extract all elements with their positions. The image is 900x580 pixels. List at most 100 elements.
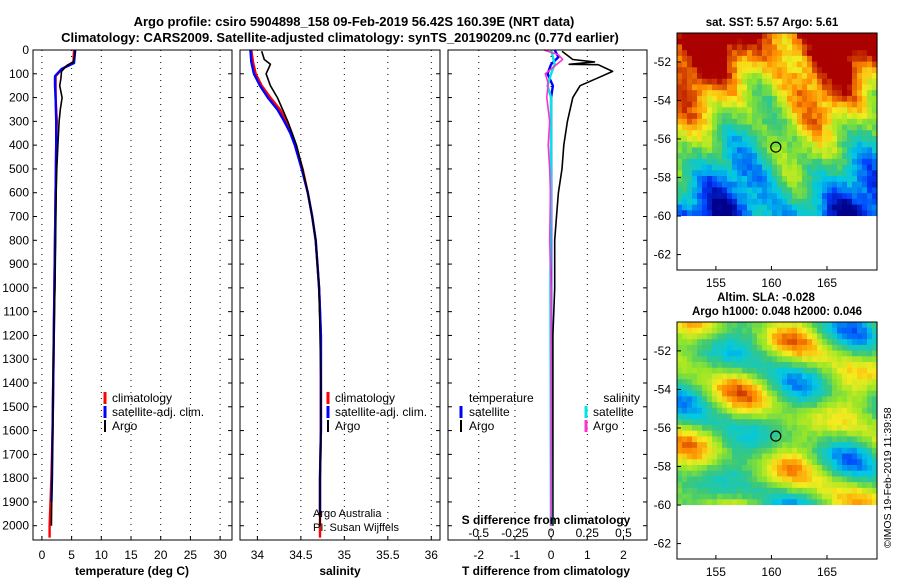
map-cell [732, 407, 738, 415]
map-cell [817, 55, 823, 63]
map-cell [697, 384, 703, 392]
map-cell [837, 339, 843, 346]
map-cell [747, 327, 753, 335]
map-cell [812, 33, 818, 40]
map-cell [812, 356, 818, 363]
map-cell [772, 499, 778, 506]
map-cell [777, 367, 783, 375]
map-cell [782, 84, 788, 91]
map-cell [732, 413, 738, 420]
map-cell [812, 384, 818, 392]
map-cell [857, 198, 863, 206]
map-cell [842, 130, 848, 137]
map-cell [822, 424, 828, 432]
map-cell [687, 78, 693, 86]
imos-timestamp: ©IMOS 19-Feb-2019 11:39:58 [882, 407, 894, 548]
map-cell [727, 447, 733, 455]
map-cell [812, 158, 818, 166]
map-cell [732, 50, 738, 57]
map-cell [742, 430, 748, 438]
map-cell [747, 193, 753, 200]
map-cell [717, 327, 723, 335]
map-cell [832, 61, 838, 68]
map-cell [727, 67, 733, 74]
map-cell [777, 73, 783, 80]
map-cell [787, 447, 793, 455]
map-cell [677, 124, 683, 131]
map-cell [682, 424, 688, 432]
map-cell [797, 333, 803, 340]
map-cell [752, 50, 758, 57]
map-cell [732, 164, 738, 171]
map-cell [857, 78, 863, 86]
map-cell [782, 327, 788, 335]
map-cell [857, 90, 863, 97]
y-tick-label: 0 [22, 43, 29, 57]
map-cell [742, 493, 748, 500]
map-cell [687, 407, 693, 415]
map-cell [807, 164, 813, 171]
map-cell [837, 210, 843, 217]
map-cell [832, 164, 838, 171]
map-cell [852, 442, 858, 449]
map-cell [697, 187, 703, 194]
map-cell [802, 373, 808, 380]
map-cell [822, 327, 828, 335]
map-cell [692, 61, 698, 68]
map-cell [767, 204, 773, 211]
map-cell [702, 459, 708, 466]
map-cell [867, 170, 873, 177]
map-cell [867, 73, 873, 80]
map-cell [687, 33, 693, 40]
map-cell [797, 476, 803, 483]
map-cell [807, 181, 813, 189]
map-cell [737, 333, 743, 340]
map-cell [782, 424, 788, 432]
map-cell [717, 193, 723, 200]
map-cell [777, 50, 783, 57]
map-cell [812, 67, 818, 74]
map-cell [782, 101, 788, 108]
map-cell [737, 356, 743, 363]
map-cell [862, 327, 868, 335]
map-cell [732, 113, 738, 120]
map-cell [792, 210, 798, 217]
y-tick-label: 900 [9, 257, 29, 271]
map-cell [782, 384, 788, 392]
map-cell [727, 344, 733, 352]
map-cell [827, 430, 833, 438]
map-cell [752, 424, 758, 432]
map-cell [727, 322, 733, 329]
map-cell [697, 113, 703, 120]
map-cell [762, 181, 768, 189]
map-cell [707, 350, 713, 357]
map-cell [812, 322, 818, 329]
secondary-x-tick-label: 0.25 [576, 526, 600, 540]
map-cell [827, 73, 833, 80]
map-cell [782, 55, 788, 63]
map-cell [847, 193, 853, 200]
map-cell [847, 61, 853, 68]
map-cell [717, 181, 723, 189]
map-cell [697, 327, 703, 335]
map-cell [732, 465, 738, 472]
map-cell [727, 482, 733, 489]
map-cell [847, 487, 853, 495]
map-cell [677, 193, 683, 200]
map-cell [782, 50, 788, 57]
map-cell [832, 141, 838, 149]
map-cell [687, 198, 693, 206]
map-cell [857, 124, 863, 131]
map-cell [732, 153, 738, 160]
map-cell [802, 38, 808, 46]
map-cell [802, 78, 808, 86]
map-cell [797, 430, 803, 438]
map-cell [692, 430, 698, 438]
map-cell [787, 187, 793, 194]
map-cell [807, 436, 813, 443]
map-cell [717, 396, 723, 403]
map-cell [712, 487, 718, 495]
map-cell [702, 447, 708, 455]
map-cell [687, 402, 693, 409]
map-cell [717, 135, 723, 143]
